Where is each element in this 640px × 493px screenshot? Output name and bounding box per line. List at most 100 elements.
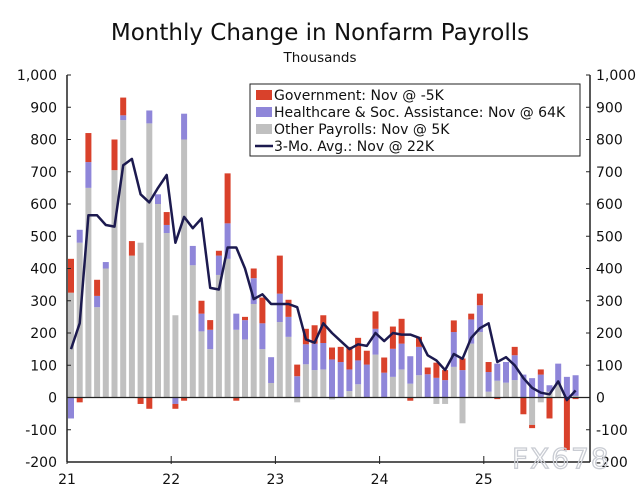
bar-government-12 <box>172 403 179 409</box>
bar-healthcare-soc-assistance-54 <box>537 374 544 398</box>
y-tick-label-left: 700 <box>30 165 57 181</box>
bar-government-13 <box>181 397 188 401</box>
bar-government-16 <box>207 320 214 330</box>
bar-other-payrolls-51 <box>511 380 518 398</box>
bar-government-28 <box>311 325 318 344</box>
bar-other-payrolls-33 <box>355 384 362 398</box>
bar-government-48 <box>485 362 492 373</box>
bar-other-payrolls-2 <box>85 187 92 398</box>
bar-other-payrolls-12 <box>172 315 179 398</box>
bar-government-31 <box>337 346 344 363</box>
legend-box <box>249 83 581 157</box>
bar-healthcare-soc-assistance-15 <box>198 313 205 332</box>
bar-government-34 <box>363 350 370 365</box>
bar-healthcare-soc-assistance-10 <box>155 194 161 204</box>
bar-healthcare-soc-assistance-49 <box>494 363 501 381</box>
y-tick-label-left: 900 <box>30 100 57 116</box>
bar-other-payrolls-25 <box>285 336 292 398</box>
y-tick-label-left: -100 <box>25 423 57 439</box>
bar-government-6 <box>120 97 127 116</box>
bar-healthcare-soc-assistance-41 <box>424 374 431 398</box>
bar-other-payrolls-18 <box>224 258 231 398</box>
bar-healthcare-soc-assistance-44 <box>450 332 457 367</box>
bar-government-41 <box>424 367 431 375</box>
bar-government-44 <box>450 320 457 333</box>
bar-healthcare-soc-assistance-38 <box>398 343 405 370</box>
bar-healthcare-soc-assistance-29 <box>320 342 327 370</box>
x-tick-label: 25 <box>475 472 493 488</box>
bar-government-2 <box>85 133 92 163</box>
bar-other-payrolls-29 <box>320 369 327 398</box>
y-tick-label-right: 200 <box>596 326 623 342</box>
y-tick-label-left: 200 <box>30 326 57 342</box>
bar-healthcare-soc-assistance-58 <box>572 375 579 396</box>
x-tick-label: 22 <box>162 472 180 488</box>
legend-label-3: 3-Mo. Avg.: Nov @ 22K <box>274 139 435 155</box>
bar-other-payrolls-22 <box>259 349 266 398</box>
bar-healthcare-soc-assistance-46 <box>468 319 475 344</box>
bar-healthcare-soc-assistance-11 <box>163 224 170 234</box>
bar-other-payrolls-11 <box>163 233 170 398</box>
bar-government-20 <box>242 316 248 321</box>
bar-healthcare-soc-assistance-50 <box>503 362 509 383</box>
bar-healthcare-soc-assistance-25 <box>285 316 292 337</box>
bar-other-payrolls-3 <box>94 307 101 398</box>
bar-government-1 <box>76 397 83 403</box>
bar-other-payrolls-21 <box>250 303 257 398</box>
chart-subtitle: Thousands <box>283 50 357 66</box>
bar-healthcare-soc-assistance-18 <box>224 223 231 259</box>
bar-other-payrolls-6 <box>120 120 127 398</box>
bar-government-9 <box>146 397 153 409</box>
y-tick-label-right: 400 <box>596 262 623 278</box>
bar-other-payrolls-46 <box>468 343 475 398</box>
legend-label-2: Other Payrolls: Nov @ 5K <box>274 122 450 138</box>
bar-other-payrolls-17 <box>215 274 222 398</box>
bar-healthcare-soc-assistance-43 <box>442 380 449 398</box>
y-tick-label-right: 700 <box>596 165 623 181</box>
bar-government-30 <box>329 347 335 360</box>
bar-other-payrolls-44 <box>450 366 457 398</box>
bar-government-45 <box>459 358 466 371</box>
bar-other-payrolls-5 <box>111 170 118 398</box>
y-tick-label-left: 100 <box>30 358 57 374</box>
bar-government-57 <box>563 397 570 451</box>
bar-other-payrolls-23 <box>268 382 275 398</box>
bar-healthcare-soc-assistance-57 <box>563 376 570 398</box>
bar-healthcare-soc-assistance-26 <box>294 376 301 398</box>
bar-other-payrolls-30 <box>329 397 335 400</box>
bar-healthcare-soc-assistance-3 <box>94 295 101 308</box>
legend-swatch-0 <box>256 90 272 100</box>
bar-other-payrolls-40 <box>416 375 422 398</box>
bar-healthcare-soc-assistance-47 <box>476 305 483 333</box>
y-tick-label-right: 100 <box>596 358 623 374</box>
bar-government-32 <box>346 346 353 370</box>
y-tick-label-right: 600 <box>596 197 623 213</box>
legend-swatch-2 <box>256 124 272 134</box>
bar-other-payrolls-8 <box>137 242 144 398</box>
bar-healthcare-soc-assistance-52 <box>520 374 527 398</box>
bar-other-payrolls-48 <box>485 391 492 398</box>
bar-government-37 <box>389 326 396 349</box>
bar-other-payrolls-7 <box>128 255 135 398</box>
bar-other-payrolls-39 <box>407 383 414 398</box>
bar-government-19 <box>233 397 240 401</box>
bar-other-payrolls-42 <box>433 397 440 404</box>
bar-other-payrolls-58 <box>572 395 579 398</box>
bar-government-36 <box>381 357 388 373</box>
bar-other-payrolls-53 <box>529 397 536 425</box>
bar-government-58 <box>572 397 579 400</box>
bar-other-payrolls-4 <box>102 268 109 398</box>
bar-healthcare-soc-assistance-42 <box>433 377 440 398</box>
y-tick-label-right: 900 <box>596 100 623 116</box>
bar-healthcare-soc-assistance-20 <box>242 320 248 340</box>
bar-government-11 <box>163 212 170 225</box>
bar-healthcare-soc-assistance-0 <box>68 397 74 419</box>
bar-healthcare-soc-assistance-56 <box>555 363 562 384</box>
bar-government-22 <box>259 297 266 324</box>
y-tick-label-left: 800 <box>30 133 57 149</box>
bar-other-payrolls-24 <box>276 322 283 398</box>
bar-other-payrolls-14 <box>189 265 196 398</box>
y-tick-label-left: 0 <box>48 391 57 407</box>
bar-healthcare-soc-assistance-40 <box>416 346 422 376</box>
